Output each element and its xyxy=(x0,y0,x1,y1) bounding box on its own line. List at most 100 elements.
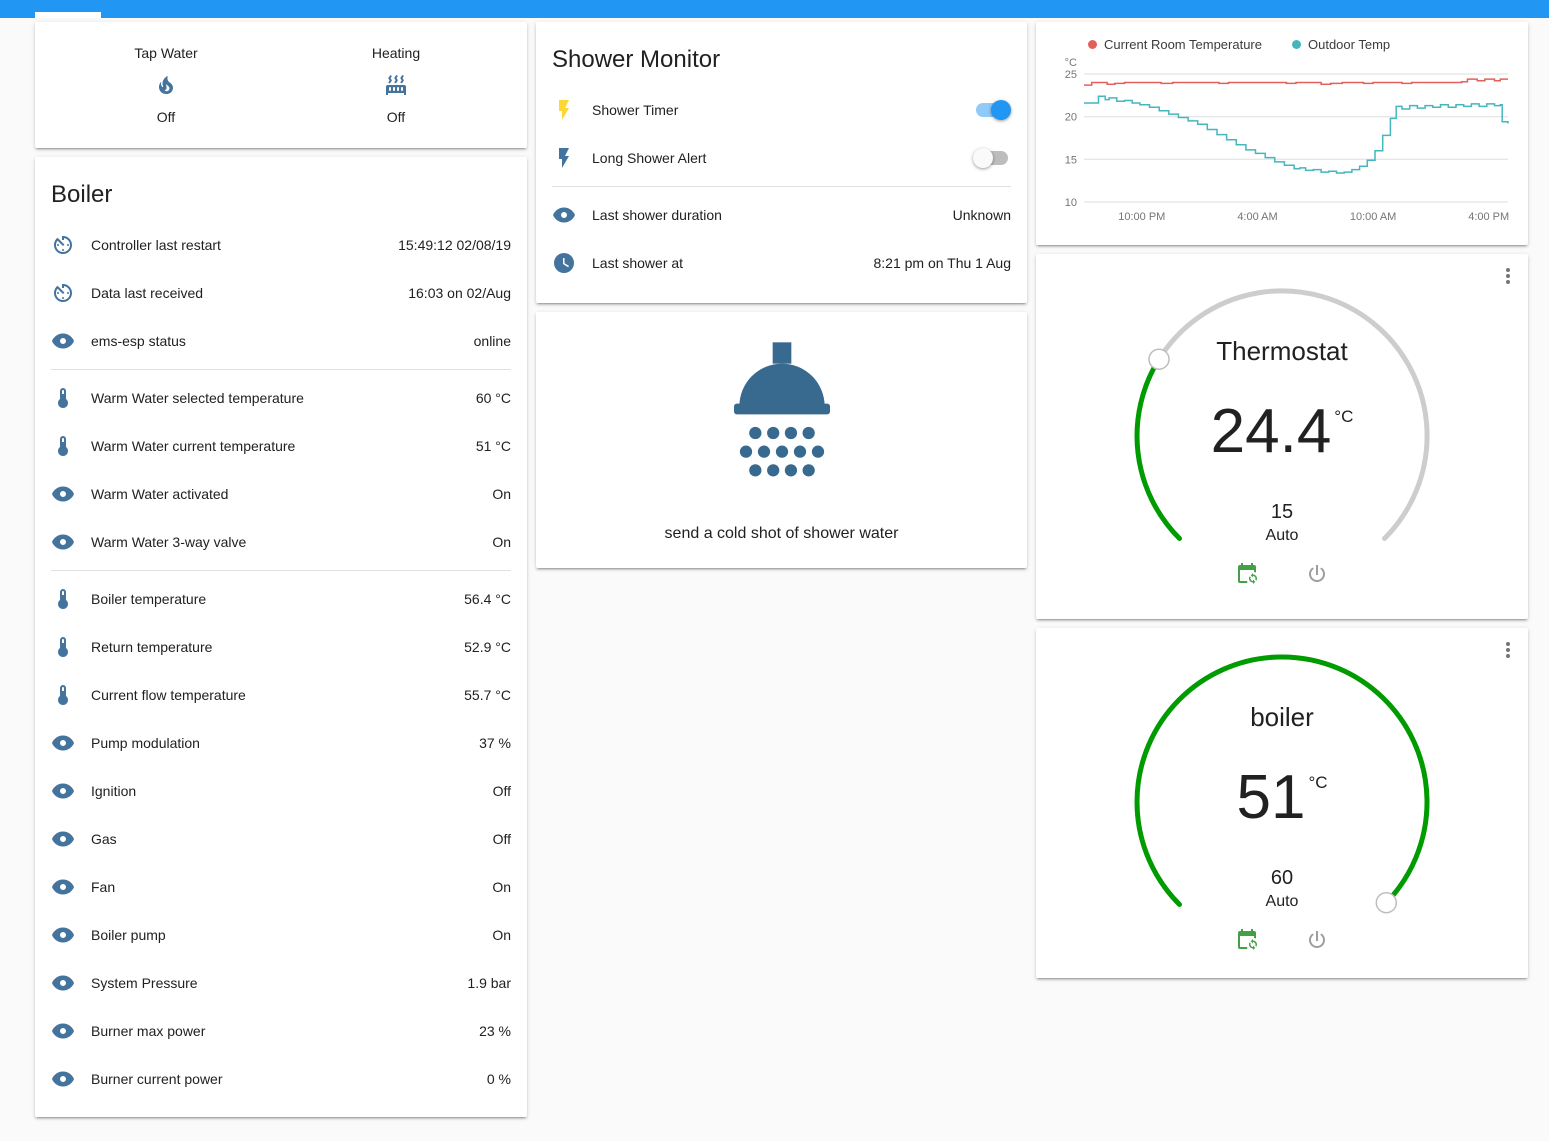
entity-icon-wrap xyxy=(552,251,576,275)
toggle-thumb xyxy=(973,148,993,168)
picture-caption: send a cold shot of shower water xyxy=(664,525,899,542)
entity-row-warm-water-current-temperature[interactable]: Warm Water current temperature 51 °C xyxy=(51,422,511,470)
entity-row-last-shower-at[interactable]: Last shower at 8:21 pm on Thu 1 Aug xyxy=(552,239,1011,287)
entity-row-controller-last-restart[interactable]: Controller last restart 15:49:12 02/08/19 xyxy=(51,221,511,269)
entity-value: 1.9 bar xyxy=(467,975,511,991)
entity-row-current-flow-temperature[interactable]: Current flow temperature 55.7 °C xyxy=(51,671,511,719)
legend-dot xyxy=(1292,39,1301,49)
entity-icon-wrap xyxy=(51,971,75,995)
dial-actions xyxy=(1235,928,1329,952)
entity-value: On xyxy=(492,534,511,550)
eye-icon xyxy=(52,333,74,349)
entity-name: Burner current power xyxy=(91,1071,223,1087)
thermometer-icon xyxy=(58,388,68,408)
app-header xyxy=(0,0,1549,18)
y-axis-unit: °C xyxy=(1065,58,1077,69)
entity-row-warm-water-selected-temperature[interactable]: Warm Water selected temperature 60 °C xyxy=(51,374,511,422)
entity-name: Current flow temperature xyxy=(91,687,246,703)
entity-icon-wrap xyxy=(51,827,75,851)
target-temperature: 15 xyxy=(1270,501,1294,523)
entity-value: On xyxy=(492,927,511,943)
divider xyxy=(552,186,1011,187)
dial-actions xyxy=(1235,562,1329,586)
temperature-unit: °C xyxy=(1308,773,1328,792)
entity-row-ignition[interactable]: Ignition Off xyxy=(51,767,511,815)
power-button[interactable] xyxy=(1305,562,1329,586)
chart-legend: Current Room Temperature Outdoor Temp xyxy=(1088,34,1516,54)
radiator-icon xyxy=(386,75,406,95)
power-button[interactable] xyxy=(1305,928,1329,952)
entity-value: 8:21 pm on Thu 1 Aug xyxy=(873,255,1011,271)
dial-knob[interactable] xyxy=(1375,891,1398,914)
entity-row-system-pressure[interactable]: System Pressure 1.9 bar xyxy=(51,959,511,1007)
entity-name: Data last received xyxy=(91,285,204,301)
entity-value: online xyxy=(473,333,511,349)
entity-name: Boiler temperature xyxy=(91,591,207,607)
av-timer-icon xyxy=(54,236,72,254)
toggle-switch[interactable] xyxy=(973,100,1011,120)
entity-value: 15:49:12 02/08/19 xyxy=(398,237,511,253)
thermostat-name: Thermostat xyxy=(1216,336,1348,366)
eye-icon xyxy=(52,831,74,847)
eye-icon xyxy=(52,1023,74,1039)
entity-row-ems-esp-status[interactable]: ems-esp status online xyxy=(51,317,511,365)
column-left: Tap Water Off Heating Off Boiler Controller… xyxy=(35,22,527,1117)
boiler-entity-list: Controller last restart 15:49:12 02/08/19… xyxy=(35,221,527,1117)
entity-value: Unknown xyxy=(952,207,1011,223)
glance-item-heating[interactable]: Heating Off xyxy=(281,45,511,125)
legend-item-current-room-temperature[interactable]: Current Room Temperature xyxy=(1088,37,1262,52)
entity-row-boiler-pump[interactable]: Boiler pump On xyxy=(51,911,511,959)
eye-icon xyxy=(52,975,74,991)
entity-row-burner-current-power[interactable]: Burner current power 0 % xyxy=(51,1055,511,1103)
entity-name: Pump modulation xyxy=(91,735,200,751)
shower-head-icon xyxy=(733,342,830,477)
thermostat-card: Thermostat 24.4 °C 15 Auto xyxy=(1036,254,1528,619)
card-menu-button[interactable] xyxy=(1494,636,1522,664)
boiler-content: boiler 51 °C 60 Auto xyxy=(1122,642,1442,962)
thermostat-dial: Thermostat 24.4 °C 15 Auto xyxy=(1122,276,1442,596)
entity-value: 16:03 on 02/Aug xyxy=(408,285,511,301)
entity-name: Long Shower Alert xyxy=(592,150,707,166)
entity-row-data-last-received[interactable]: Data last received 16:03 on 02/Aug xyxy=(51,269,511,317)
entity-row-warm-water-3-way-valve[interactable]: Warm Water 3-way valve On xyxy=(51,518,511,566)
card-menu-button[interactable] xyxy=(1494,262,1522,290)
entity-value: Off xyxy=(492,831,511,847)
eye-icon xyxy=(52,783,74,799)
entity-value: 51 °C xyxy=(475,438,511,454)
x-tick-label: 10:00 AM xyxy=(1350,211,1396,223)
boiler-dial: boiler 51 °C 60 Auto xyxy=(1122,642,1442,962)
dial-knob[interactable] xyxy=(1148,348,1170,370)
schedule-button[interactable] xyxy=(1235,928,1259,952)
entity-row-fan[interactable]: Fan On xyxy=(51,863,511,911)
shower-picture-card[interactable]: send a cold shot of shower water xyxy=(536,312,1027,568)
entity-row-return-temperature[interactable]: Return temperature 52.9 °C xyxy=(51,623,511,671)
entity-icon-wrap xyxy=(51,875,75,899)
glance-state: Off xyxy=(156,109,176,125)
entity-icon-wrap xyxy=(51,434,75,458)
thermometer-icon xyxy=(58,436,68,456)
entity-row-boiler-temperature[interactable]: Boiler temperature 56.4 °C xyxy=(51,575,511,623)
series-outdoor-temp xyxy=(1084,95,1509,174)
entity-icon-wrap xyxy=(51,530,75,554)
entity-row-warm-water-activated[interactable]: Warm Water activated On xyxy=(51,470,511,518)
entity-value: 23 % xyxy=(479,1023,511,1039)
legend-item-outdoor-temp[interactable]: Outdoor Temp xyxy=(1292,37,1390,52)
column-right: Current Room Temperature Outdoor Temp 25 2… xyxy=(1036,22,1528,978)
entity-row-pump-modulation[interactable]: Pump modulation 37 % xyxy=(51,719,511,767)
history-chart: 25 20 15 10 °C 10:00 PM 4:00 AM 10:00 AM 4:00 PM xyxy=(1065,57,1510,223)
toggle-row-shower-timer: Shower Timer xyxy=(552,86,1011,134)
series-current-room-temperature xyxy=(1084,78,1508,86)
entity-icon-wrap xyxy=(552,98,576,122)
entity-row-gas[interactable]: Gas Off xyxy=(51,815,511,863)
entity-row-burner-max-power[interactable]: Burner max power 23 % xyxy=(51,1007,511,1055)
glance-item-tap-water[interactable]: Tap Water Off xyxy=(51,45,281,125)
legend-dot xyxy=(1088,39,1097,49)
entity-icon-wrap xyxy=(51,923,75,947)
entity-value: 0 % xyxy=(486,1071,511,1087)
entity-value: 55.7 °C xyxy=(464,687,511,703)
glance-state: Off xyxy=(386,109,406,125)
entity-row-last-shower-duration[interactable]: Last shower duration Unknown xyxy=(552,191,1011,239)
schedule-button[interactable] xyxy=(1235,562,1259,586)
toggle-switch[interactable] xyxy=(973,148,1011,168)
temperature-unit: °C xyxy=(1334,407,1354,426)
